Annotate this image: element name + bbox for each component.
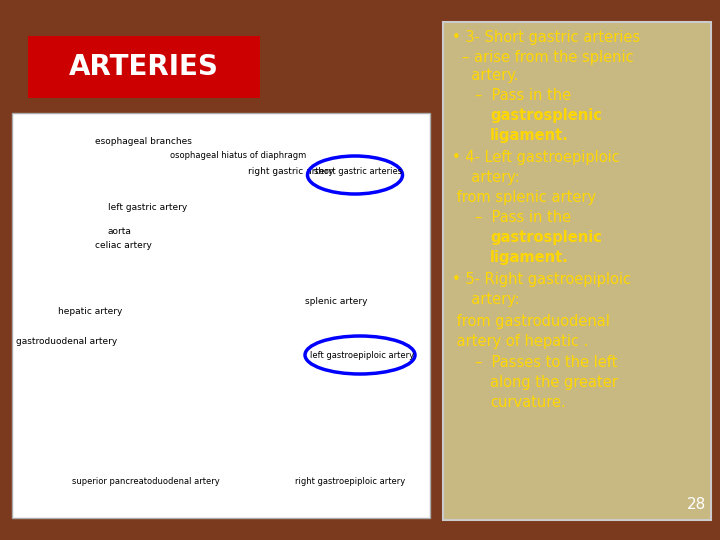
Text: artery of hepatic .: artery of hepatic . <box>452 334 588 349</box>
Text: • 3- Short gastric arteries: • 3- Short gastric arteries <box>452 30 640 45</box>
Bar <box>12 113 430 518</box>
Text: from gastroduodenal: from gastroduodenal <box>452 314 610 329</box>
Text: hepatic artery: hepatic artery <box>58 307 122 316</box>
Text: artery:: artery: <box>462 170 520 185</box>
Text: osophageal hiatus of diaphragm: osophageal hiatus of diaphragm <box>170 151 306 159</box>
Text: superior pancreatoduodenal artery: superior pancreatoduodenal artery <box>72 477 220 487</box>
Bar <box>443 22 711 520</box>
Text: ARTERIES: ARTERIES <box>69 53 219 81</box>
Text: esophageal branches: esophageal branches <box>95 138 192 146</box>
Text: right gastric artery: right gastric artery <box>248 167 334 177</box>
Text: from splenic artery: from splenic artery <box>452 190 596 205</box>
Text: gastroduodenal artery: gastroduodenal artery <box>16 338 117 347</box>
Text: artery.: artery. <box>462 68 518 83</box>
Text: ligament.: ligament. <box>490 250 569 265</box>
Text: –  Pass in the: – Pass in the <box>475 210 571 225</box>
Text: 28: 28 <box>687 497 706 512</box>
Text: splenic artery: splenic artery <box>305 298 367 307</box>
Text: –  Passes to the left: – Passes to the left <box>475 355 617 370</box>
Text: artery:: artery: <box>462 292 520 307</box>
Text: short gastric arteries: short gastric arteries <box>314 167 402 177</box>
Text: celiac artery: celiac artery <box>95 240 152 249</box>
Text: • 5- Right gastroepiploic: • 5- Right gastroepiploic <box>452 272 631 287</box>
Text: along the greater: along the greater <box>490 375 618 390</box>
Text: • 4- Left gastroepiploic: • 4- Left gastroepiploic <box>452 150 620 165</box>
Text: left gastroepiploic artery: left gastroepiploic artery <box>310 350 414 360</box>
Text: ligament.: ligament. <box>490 128 569 143</box>
Text: – arise from the splenic: – arise from the splenic <box>462 50 634 65</box>
Text: gastrosplenic: gastrosplenic <box>490 108 602 123</box>
Text: aorta: aorta <box>108 227 132 237</box>
Text: –  Pass in the: – Pass in the <box>475 88 571 103</box>
Bar <box>28 36 260 98</box>
Text: left gastric artery: left gastric artery <box>108 204 187 213</box>
Text: curvature.: curvature. <box>490 395 566 410</box>
Text: right gastroepiploic artery: right gastroepiploic artery <box>295 477 405 487</box>
Text: gastrosplenic: gastrosplenic <box>490 230 602 245</box>
